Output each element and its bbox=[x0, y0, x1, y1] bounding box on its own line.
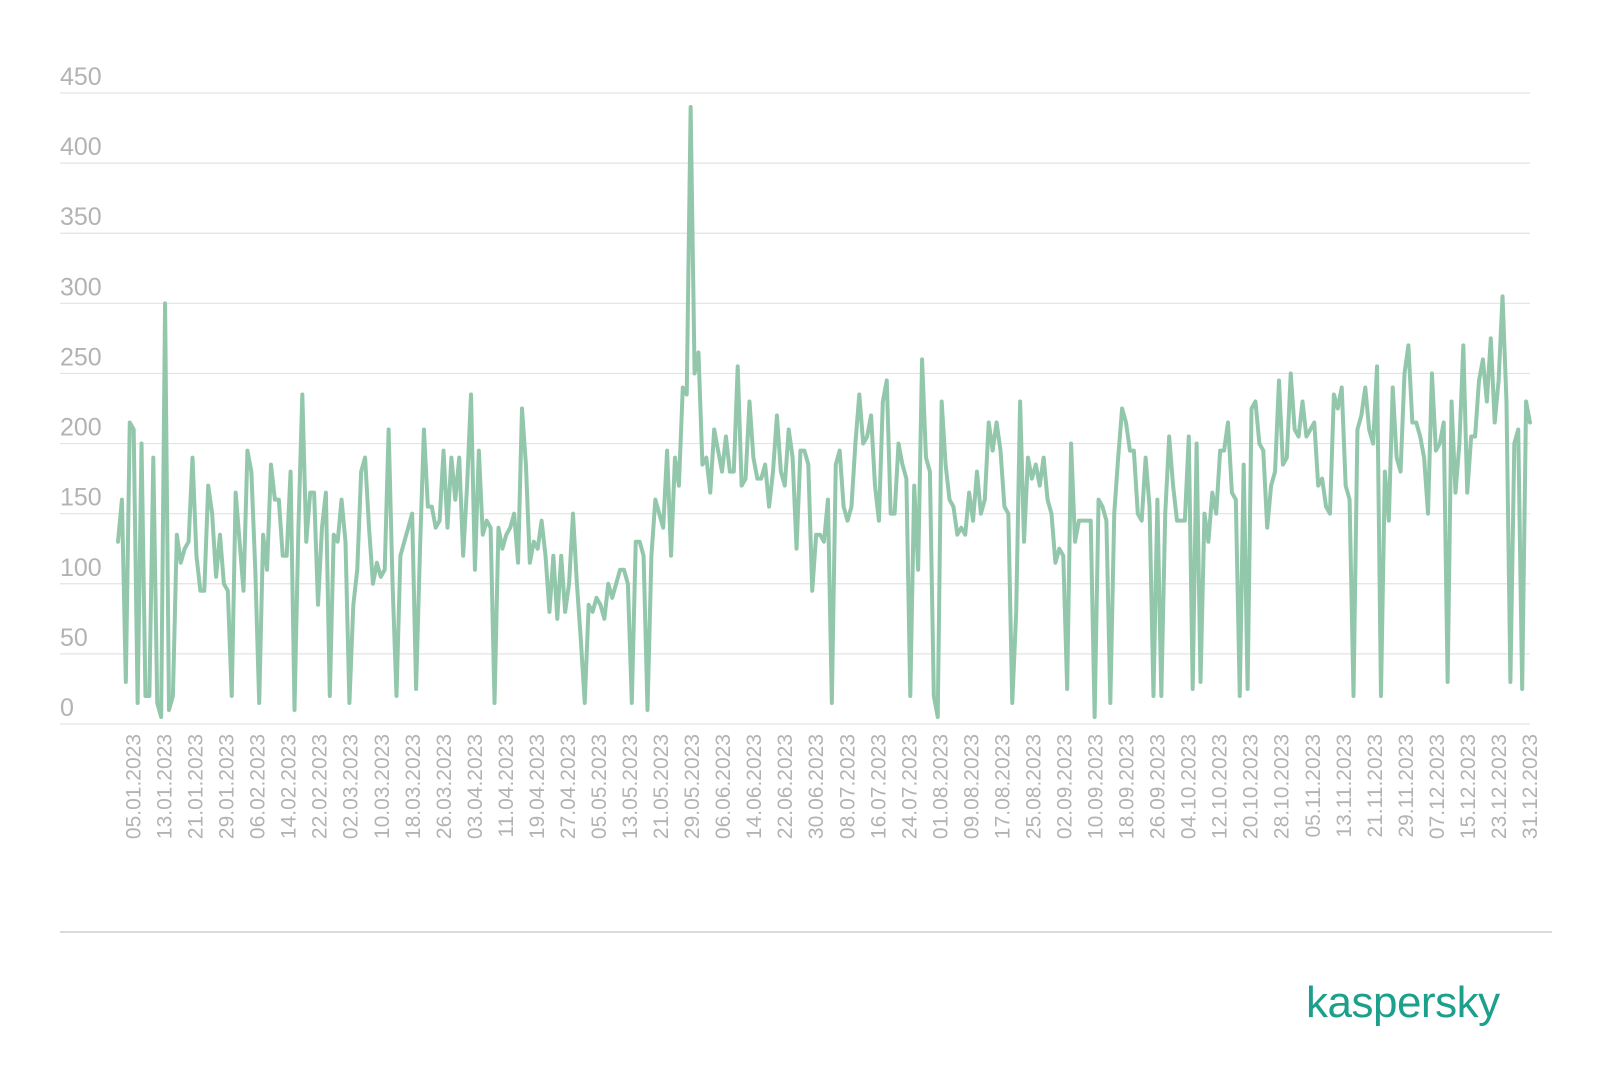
x-tick-label: 06.02.2023 bbox=[247, 734, 270, 839]
x-tick-label: 05.05.2023 bbox=[588, 734, 611, 839]
x-tick-label: 18.09.2023 bbox=[1116, 734, 1139, 839]
x-tick-label: 13.11.2023 bbox=[1333, 734, 1356, 838]
x-tick-label: 04.10.2023 bbox=[1178, 734, 1201, 839]
x-tick-label: 14.02.2023 bbox=[278, 734, 301, 839]
x-tick-label: 07.12.2023 bbox=[1426, 734, 1449, 839]
x-tick-label: 27.04.2023 bbox=[557, 734, 580, 839]
y-tick-label: 400 bbox=[60, 133, 102, 161]
x-tick-label: 08.07.2023 bbox=[836, 734, 859, 839]
y-tick-label: 450 bbox=[60, 63, 102, 91]
x-tick-label: 03.04.2023 bbox=[464, 734, 487, 839]
x-tick-label: 29.05.2023 bbox=[681, 734, 704, 839]
y-tick-label: 350 bbox=[60, 203, 102, 231]
x-tick-label: 23.12.2023 bbox=[1488, 734, 1511, 839]
y-tick-label: 100 bbox=[60, 554, 102, 582]
x-tick-label: 05.11.2023 bbox=[1302, 734, 1325, 838]
x-tick-label: 10.09.2023 bbox=[1085, 734, 1108, 839]
x-axis-tick-labels: 05.01.2023 13.01.2023 21.01.2023 29.01.2023… bbox=[123, 734, 1543, 839]
y-axis-tick-labels: 0 50 100 150 200 250 300 350 400 450 bbox=[60, 63, 102, 722]
series-line-0 bbox=[116, 105, 1532, 719]
x-tick-label: 28.10.2023 bbox=[1271, 734, 1294, 839]
x-tick-label: 02.09.2023 bbox=[1054, 734, 1077, 839]
x-tick-label: 30.06.2023 bbox=[805, 734, 828, 839]
x-tick-label: 20.10.2023 bbox=[1240, 734, 1263, 839]
x-tick-label: 13.05.2023 bbox=[619, 734, 642, 839]
x-tick-label: 15.12.2023 bbox=[1457, 734, 1480, 839]
y-tick-label: 150 bbox=[60, 484, 102, 512]
x-tick-label: 11.04.2023 bbox=[495, 734, 518, 838]
y-tick-label: 200 bbox=[60, 414, 102, 442]
y-tick-label: 300 bbox=[60, 273, 102, 301]
x-tick-label: 16.07.2023 bbox=[867, 734, 890, 839]
x-tick-label: 12.10.2023 bbox=[1209, 734, 1232, 839]
x-tick-label: 21.01.2023 bbox=[185, 734, 208, 839]
y-tick-label: 0 bbox=[60, 694, 74, 722]
x-tick-label: 21.11.2023 bbox=[1364, 734, 1387, 838]
x-tick-label: 01.08.2023 bbox=[929, 734, 952, 839]
x-tick-label: 17.08.2023 bbox=[991, 734, 1014, 839]
x-tick-label: 05.01.2023 bbox=[123, 734, 146, 839]
x-tick-label: 13.01.2023 bbox=[154, 734, 177, 839]
x-tick-label: 19.04.2023 bbox=[526, 734, 549, 839]
x-tick-label: 10.03.2023 bbox=[371, 734, 394, 839]
gridlines bbox=[60, 92, 1530, 725]
x-tick-label: 29.11.2023 bbox=[1395, 734, 1418, 838]
x-tick-label: 22.02.2023 bbox=[309, 734, 332, 839]
y-tick-label: 250 bbox=[60, 343, 102, 371]
x-tick-label: 06.06.2023 bbox=[712, 734, 735, 839]
x-tick-label: 09.08.2023 bbox=[960, 734, 983, 839]
x-tick-label: 18.03.2023 bbox=[402, 734, 425, 839]
x-tick-label: 31.12.2023 bbox=[1519, 734, 1542, 839]
x-tick-label: 14.06.2023 bbox=[743, 734, 766, 839]
x-tick-label: 29.01.2023 bbox=[216, 734, 239, 839]
x-tick-label: 26.09.2023 bbox=[1147, 734, 1170, 839]
x-tick-label: 02.03.2023 bbox=[340, 734, 363, 839]
x-tick-label: 26.03.2023 bbox=[433, 734, 456, 839]
x-tick-label: 22.06.2023 bbox=[774, 734, 797, 839]
bottom-divider bbox=[60, 931, 1552, 933]
series-group bbox=[116, 105, 1532, 719]
x-tick-label: 25.08.2023 bbox=[1023, 734, 1046, 839]
x-tick-label: 24.07.2023 bbox=[898, 734, 921, 839]
y-tick-label: 50 bbox=[60, 624, 88, 652]
kaspersky-logo: kaspersky bbox=[1306, 978, 1500, 1027]
x-tick-label: 21.05.2023 bbox=[650, 734, 673, 839]
